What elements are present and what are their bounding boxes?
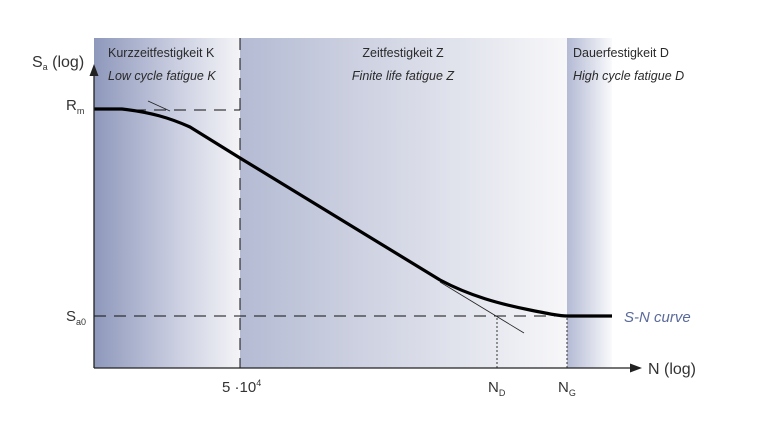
nd-tick-label: ND (488, 379, 506, 398)
tangent-top-line (147, 100, 171, 112)
rm-tick-label: Rm (66, 97, 84, 116)
x-axis-arrowhead (630, 363, 642, 373)
ng-tick-label: NG (558, 379, 576, 398)
zone-mid-title-en: Finite life fatigue Z (352, 69, 454, 83)
y-axis-arrowhead (89, 64, 99, 76)
zone-finite-life-band (240, 38, 567, 368)
n1-tick-label: 5 ·104 (222, 378, 261, 396)
x-axis-label: N (log) (648, 361, 696, 378)
zone-high-title-en: High cycle fatigue D (573, 69, 684, 83)
sn-curve (94, 107, 612, 318)
tangent-bottom-line (439, 281, 525, 334)
zone-low-title-de: Kurzzeitfestigkeit K (108, 46, 215, 60)
zone-high-title-de: Dauerfestigkeit D (573, 46, 669, 60)
zone-low-cycle-band (94, 38, 240, 368)
sn-curve-label: S-N curve (624, 309, 691, 326)
y-axis-label: Sa (log) (32, 54, 84, 72)
sa0-tick-label: Sa0 (66, 308, 86, 327)
zone-high-cycle-band (567, 38, 612, 368)
zone-mid-title-de: Zeitfestigkeit Z (362, 46, 444, 60)
zone-low-title-en: Low cycle fatigue K (108, 69, 216, 83)
